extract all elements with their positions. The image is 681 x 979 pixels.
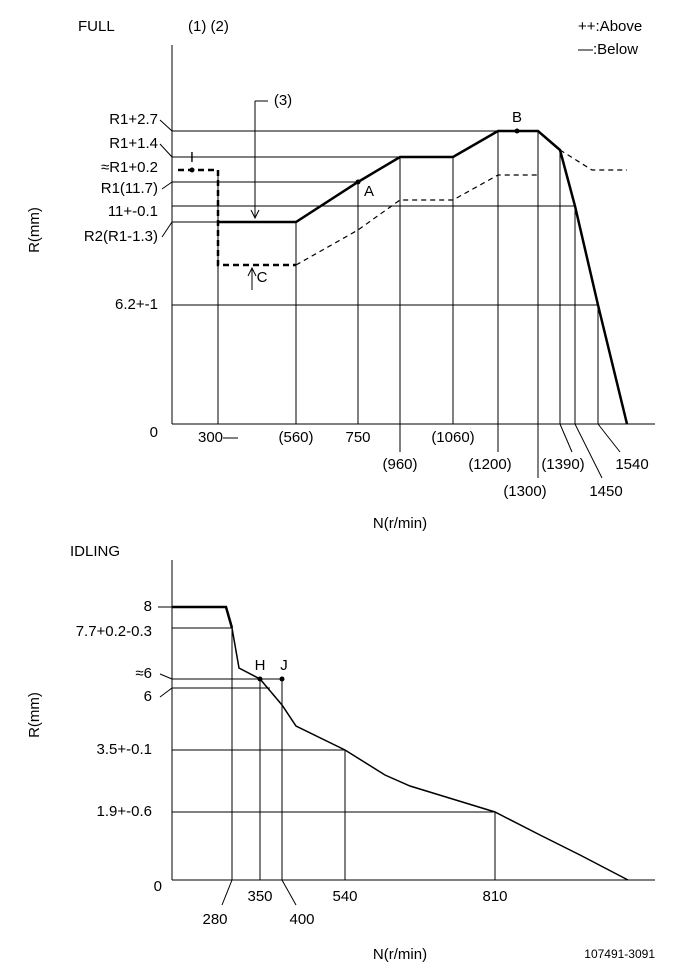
tick-label: 750 bbox=[345, 429, 370, 446]
point bbox=[189, 167, 195, 173]
tick-label: 11+-0.1 bbox=[108, 203, 158, 220]
tick-label: 7.7+0.2-0.3 bbox=[76, 623, 152, 640]
y-label: R(mm) bbox=[26, 692, 43, 738]
tick-label: 350 bbox=[247, 888, 272, 905]
legend: ++:Above bbox=[578, 18, 642, 35]
y-label: R(mm) bbox=[26, 207, 43, 253]
tick-label: ≈6 bbox=[135, 665, 152, 682]
point bbox=[355, 179, 361, 185]
tick-label: 1450 bbox=[589, 483, 622, 500]
title: FULL bbox=[78, 18, 115, 35]
marker-label: I bbox=[190, 149, 194, 166]
idling-chart: IDLING R(mm) N(r/min) 107491-3091 bbox=[26, 543, 655, 963]
tick-label: (1390) bbox=[541, 456, 584, 473]
marker-label: A bbox=[364, 183, 374, 200]
tick-label: 1540 bbox=[615, 456, 648, 473]
point bbox=[257, 676, 263, 682]
tick-label: (1300) bbox=[503, 483, 546, 500]
x-label: N(r/min) bbox=[373, 946, 427, 963]
tick-label: R1(11.7) bbox=[101, 180, 158, 197]
curve bbox=[231, 627, 629, 881]
x-label: N(r/min) bbox=[373, 515, 427, 532]
marker-label: H bbox=[255, 657, 266, 674]
tick-label: (1060) bbox=[431, 429, 474, 446]
title: IDLING bbox=[70, 543, 120, 560]
drawing-number: 107491-3091 bbox=[584, 947, 655, 961]
point bbox=[514, 128, 520, 134]
tick-label: R1+2.7 bbox=[109, 111, 158, 128]
dashed-curve bbox=[295, 174, 538, 266]
tick-label: R1+1.4 bbox=[109, 135, 158, 152]
tick-label: 280 bbox=[202, 911, 227, 928]
legend: —:Below bbox=[578, 41, 638, 58]
tick-label: 3.5+-0.1 bbox=[97, 741, 152, 758]
solid-curve bbox=[218, 129, 629, 425]
tick-label: 400 bbox=[289, 911, 314, 928]
tick-label: 1.9+-0.6 bbox=[97, 803, 152, 820]
tick-label: 6.2+-1 bbox=[115, 296, 158, 313]
tick-label: 0 bbox=[154, 878, 162, 895]
tick-label: ≈R1+0.2 bbox=[101, 159, 158, 176]
tick-label: 540 bbox=[332, 888, 357, 905]
tick-label: (960) bbox=[382, 456, 417, 473]
guides bbox=[159, 100, 621, 479]
tick-label: 6 bbox=[144, 688, 152, 705]
tick-label: 300— bbox=[198, 429, 238, 446]
tick-label: 8 bbox=[144, 598, 152, 615]
curve bbox=[172, 605, 234, 629]
tick-label: R2(R1-1.3) bbox=[84, 228, 158, 245]
tick-label: 0 bbox=[150, 424, 158, 441]
marker-label: J bbox=[280, 657, 288, 674]
tick-label: 810 bbox=[482, 888, 507, 905]
marker-label: (3) bbox=[274, 92, 292, 109]
tick-label: (1200) bbox=[468, 456, 511, 473]
notes: (1) (2) bbox=[188, 18, 229, 35]
tick-label: (560) bbox=[278, 429, 313, 446]
marker-label: C bbox=[257, 269, 268, 286]
point bbox=[279, 676, 285, 682]
guides bbox=[158, 606, 496, 906]
full-chart: FULL (1) (2) ++:Above —:Below R(mm) N(r/… bbox=[26, 18, 655, 532]
dashed-curve bbox=[559, 149, 627, 171]
dashed-curve bbox=[178, 168, 296, 267]
marker-label: B bbox=[512, 109, 522, 126]
